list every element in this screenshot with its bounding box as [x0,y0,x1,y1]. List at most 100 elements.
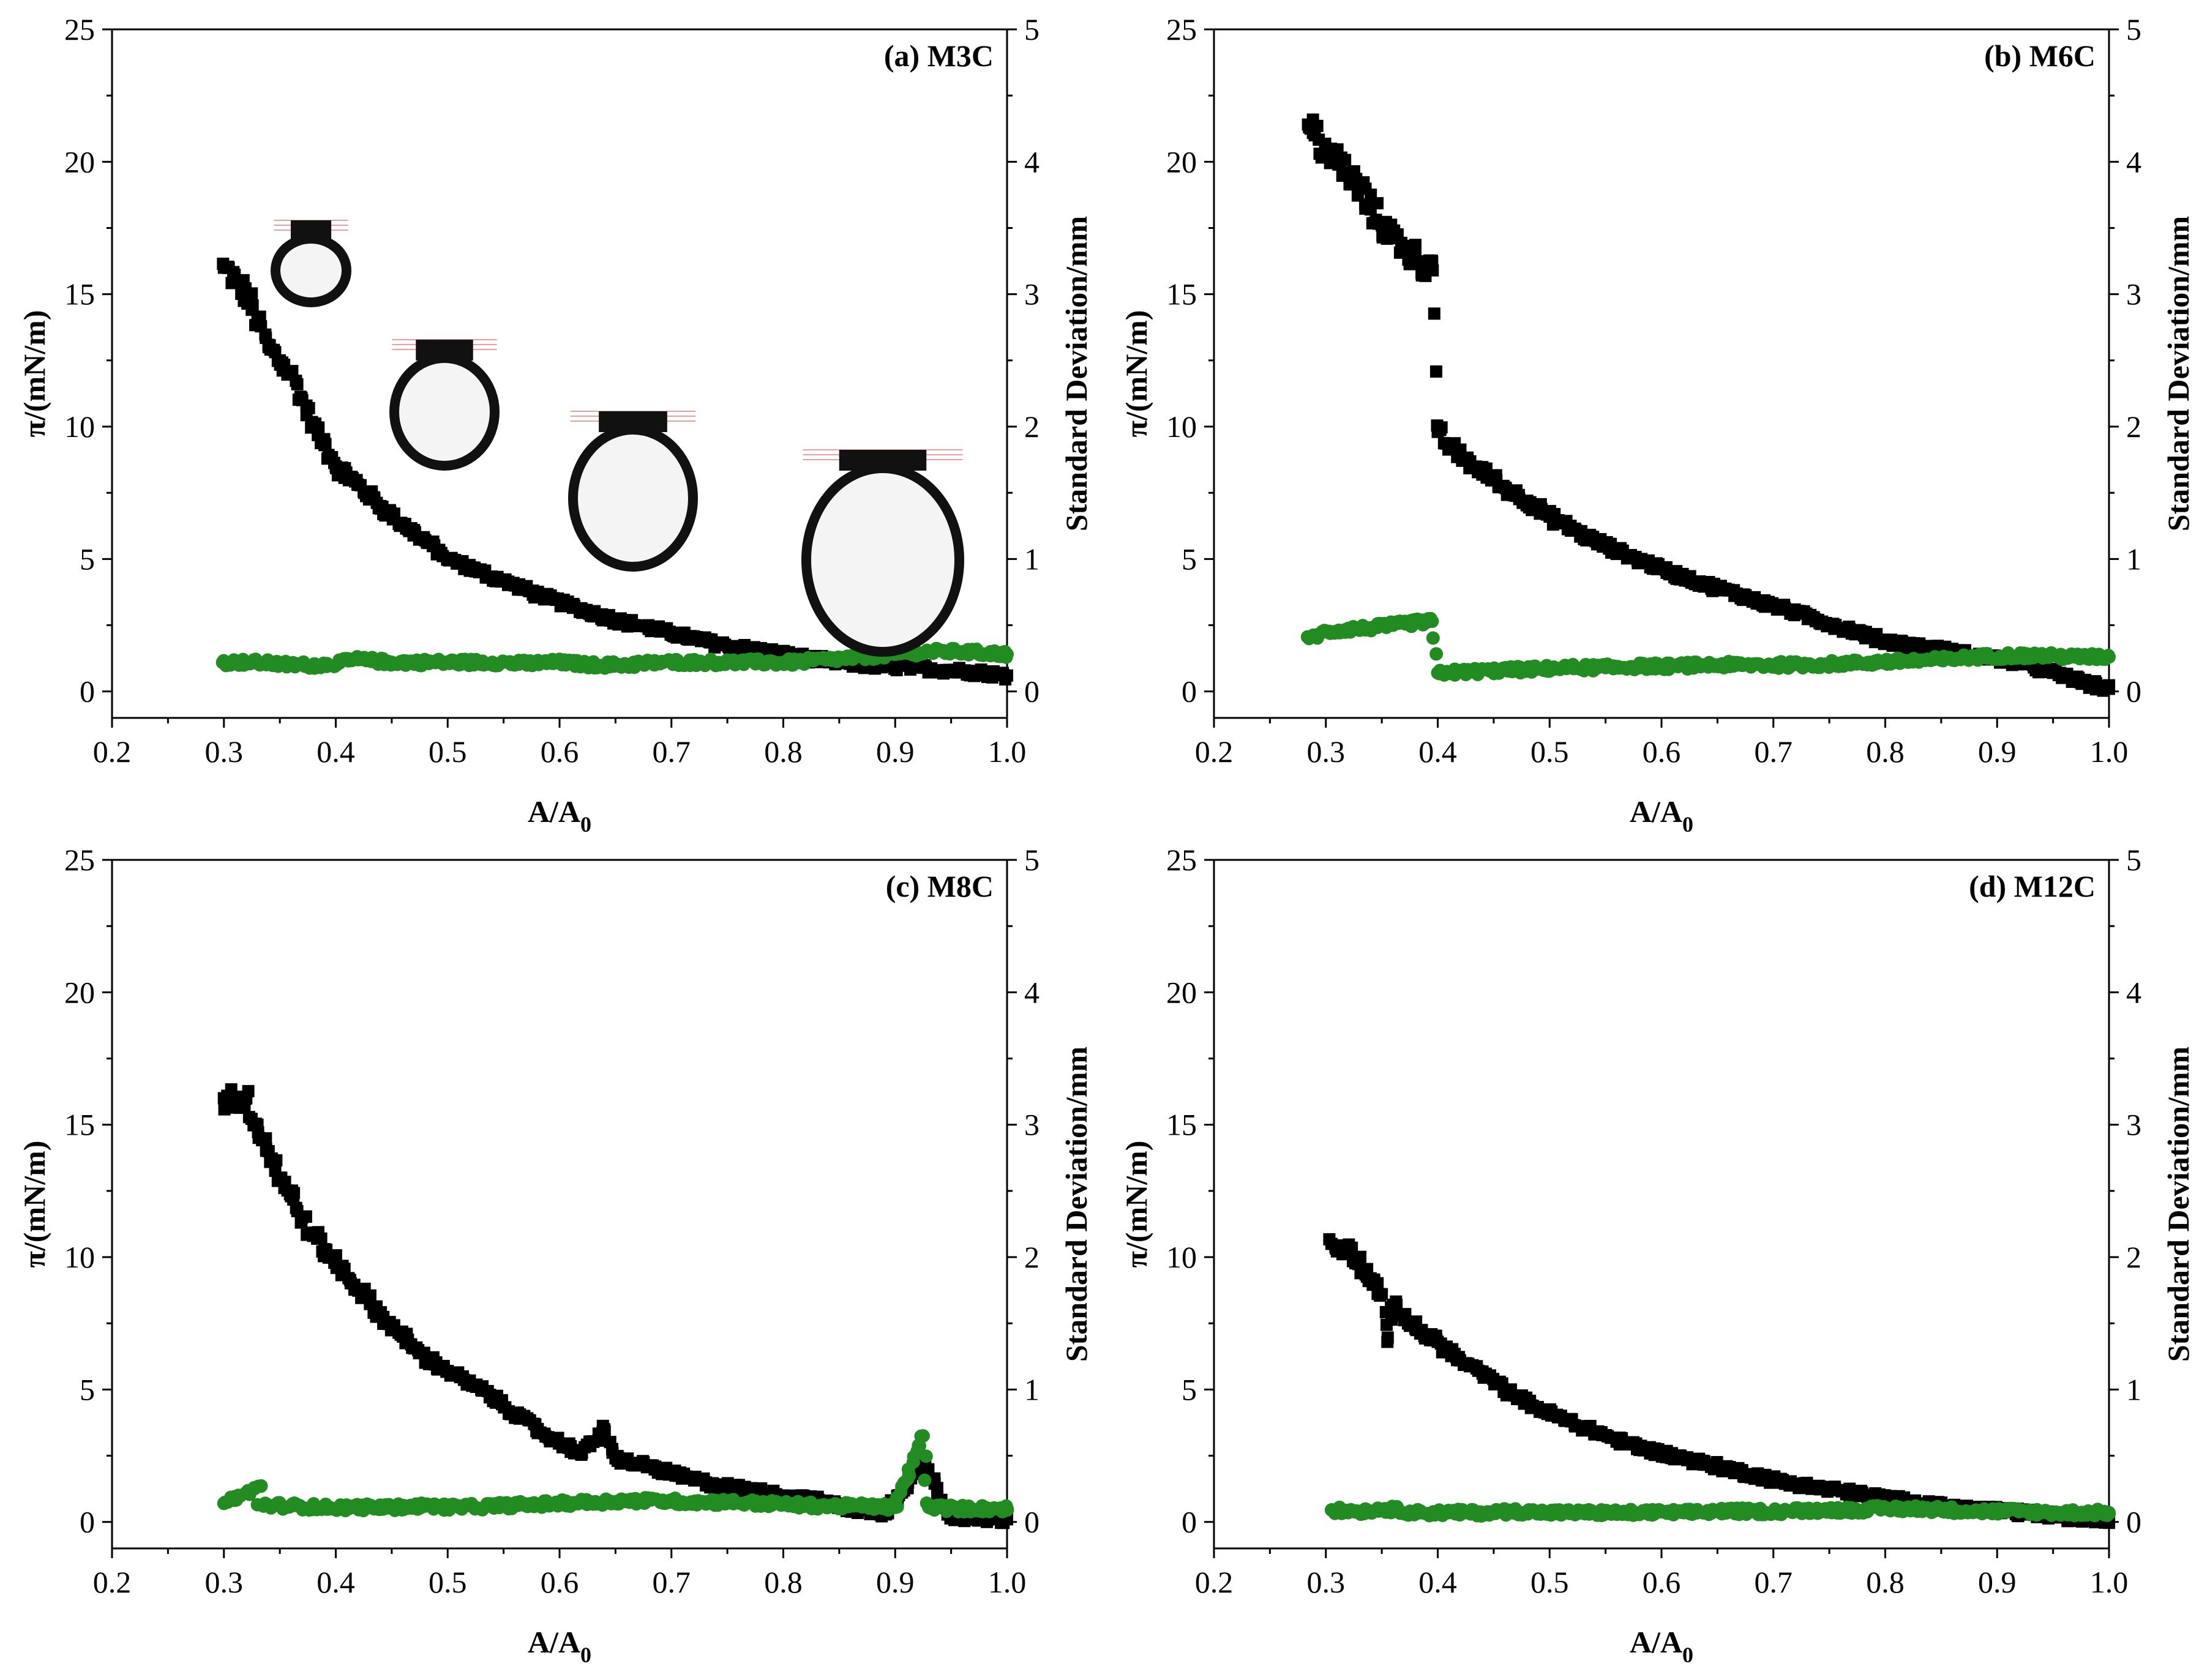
pi-data-point [575,1447,588,1460]
y2-tick-label: 4 [1024,144,1040,179]
y2-tick-label: 1 [1024,542,1040,576]
std-dev-data-point [1666,659,1680,673]
std-dev-series [1300,611,2116,682]
std-dev-data-point [620,658,634,672]
pi-data-point [1543,510,1556,523]
std-dev-data-point [1778,1504,1792,1518]
std-dev-data-point [1442,1506,1456,1520]
pi-data-point [978,666,991,679]
x-tick-label: 0.6 [541,734,579,769]
y2-tick-label: 1 [2126,542,2141,576]
y2-axis-title: Standard Deviation/mm [2161,216,2195,531]
std-dev-data-point [1609,1506,1624,1520]
std-dev-data-point [351,1500,365,1514]
y-tick-label: 5 [80,542,95,576]
std-dev-data-point [351,652,365,666]
pi-data-point [352,479,365,491]
x-tick-label: 0.7 [653,1565,691,1599]
y-tick-label: 5 [1182,1372,1197,1406]
pi-data-point [1429,365,1442,378]
std-dev-data-point [754,1496,768,1510]
std-dev-data-point [1946,1503,1960,1517]
y-tick-label: 25 [1166,843,1197,877]
drop-outline [801,463,964,657]
y2-tick-label: 3 [2126,277,2141,312]
std-dev-data-point [922,1500,936,1514]
x-tick-label: 0.4 [317,1565,355,1599]
pi-data-point [1845,1487,1858,1499]
std-dev-data-point [1845,1503,1859,1517]
y-axis-title: π/(mN/m) [17,310,51,438]
pi-data-point [419,1351,432,1364]
pi-data-point [598,1423,611,1436]
y-tick-label: 0 [1182,674,1197,709]
pi-data-point [643,621,656,634]
std-dev-data-point [721,655,735,670]
std-dev-data-point [519,657,533,671]
pi-data-point [508,579,521,592]
std-dev-data-point [1710,1504,1725,1518]
y2-tick-label: 4 [1024,975,1040,1009]
pi-data-point [1426,256,1439,269]
pi-data-point [710,1479,722,1491]
std-dev-data-point [1380,1502,1395,1516]
x-tick-label: 0.3 [205,734,244,769]
pi-series [217,257,1013,686]
x-tick-label: 0.5 [429,1565,467,1599]
y2-tick-label: 5 [1024,843,1040,877]
pi-data-point [1454,1354,1467,1367]
x-tick-label: 1.0 [2090,1565,2129,1599]
std-dev-data-point [2012,1504,2026,1518]
y-tick-label: 20 [64,975,95,1009]
y-tick-label: 10 [1166,409,1197,444]
pi-data-point [1342,168,1355,181]
panel-label: (b) M6C [1984,39,2096,73]
y2-tick-label: 2 [1024,409,1040,444]
pi-data-point [274,1171,287,1184]
x-tick-label: 0.8 [764,734,803,769]
pi-data-point [1353,1256,1366,1269]
pi-data-point [1376,219,1388,232]
pi-data-point [1499,481,1512,494]
std-dev-data-point [284,658,298,672]
std-dev-data-point [553,1496,566,1510]
pi-data-point [229,275,242,288]
pi-data-point [508,1407,521,1420]
std-dev-data-point [687,1495,701,1509]
pi-data-point [1387,1298,1399,1311]
y-tick-label: 20 [1166,144,1197,179]
std-dev-data-point [1576,1506,1590,1520]
x-tick-label: 0.5 [1530,734,1569,769]
pi-data-point [1476,1367,1489,1380]
y-axis-title: π/(mN/m) [17,1141,51,1268]
pi-data-point [1577,1420,1590,1433]
y2-tick-label: 4 [2126,144,2141,179]
std-dev-data-point [1324,1503,1338,1517]
x-tick-label: 0.8 [1866,734,1905,769]
y-tick-label: 5 [1182,542,1197,576]
pi-data-point [388,507,400,520]
pendant-drop-image [568,411,698,572]
pi-data-point [307,1230,320,1242]
pi-data-point [475,1383,488,1396]
x-axis-title: A/A0 [528,794,591,837]
x-tick-label: 0.2 [1195,1565,1234,1599]
std-dev-data-point [553,655,566,670]
std-dev-data-point [1464,665,1478,679]
std-dev-data-point [284,1499,298,1513]
pi-data-point [1353,182,1366,195]
std-dev-data-point [418,1499,432,1513]
std-dev-data-point [1543,1506,1557,1520]
pi-data-point [240,1092,253,1105]
x-tick-label: 0.5 [429,734,467,769]
std-dev-data-point [919,1449,933,1463]
std-dev-series [215,641,1014,675]
pi-data-point [441,1365,454,1378]
x-tick-label: 1.0 [988,1565,1027,1599]
pi-data-point [1342,1240,1355,1253]
pi-data-point [743,1484,756,1496]
pi-data-point [1331,155,1344,168]
x-tick-label: 0.8 [1866,1565,1905,1599]
y-tick-label: 25 [1166,12,1197,47]
